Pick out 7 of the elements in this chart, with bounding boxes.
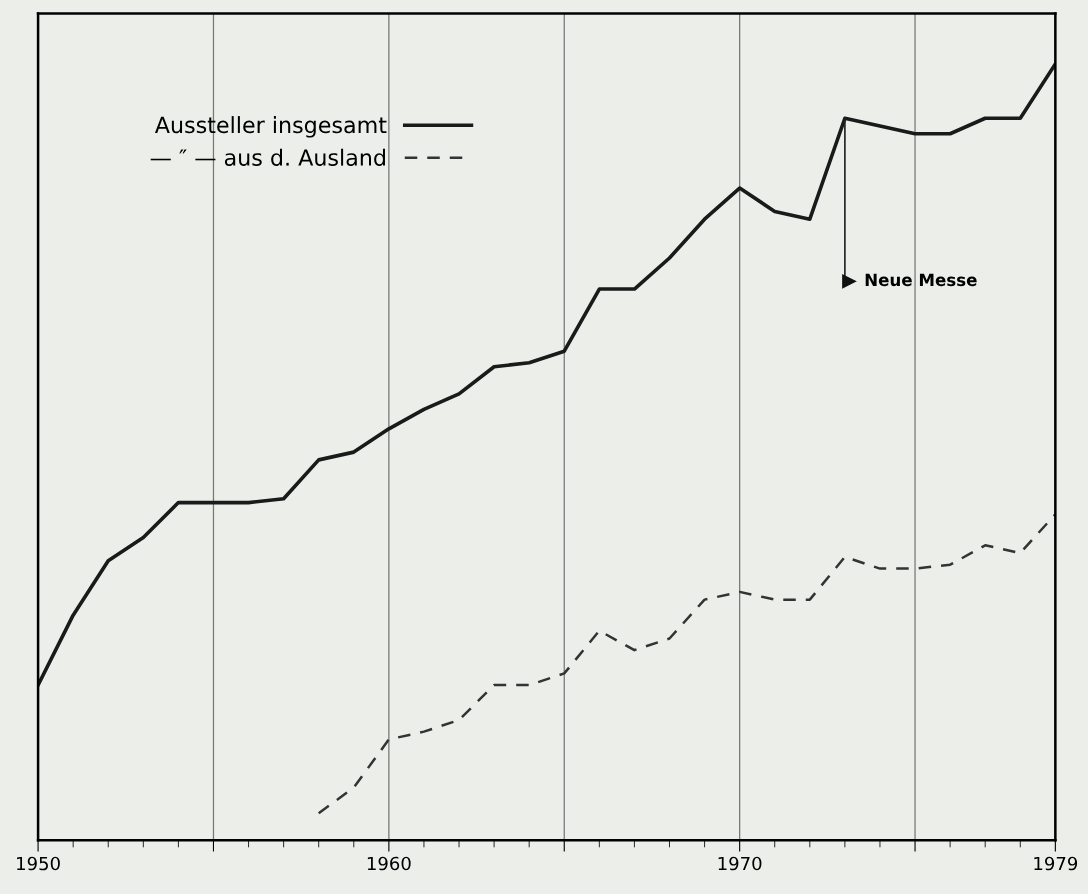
x-tick-label: 1979 [1034, 856, 1078, 871]
legend-label: Aussteller insgesamt [154, 116, 387, 138]
legend-label: — ″ — aus d. Ausland [150, 148, 385, 166]
x-tick-label: 1950 [17, 856, 60, 871]
x-tick-label: 1970 [718, 856, 762, 871]
annotation: Neue Messe [865, 273, 977, 287]
x-tick-label: 1960 [367, 856, 411, 871]
